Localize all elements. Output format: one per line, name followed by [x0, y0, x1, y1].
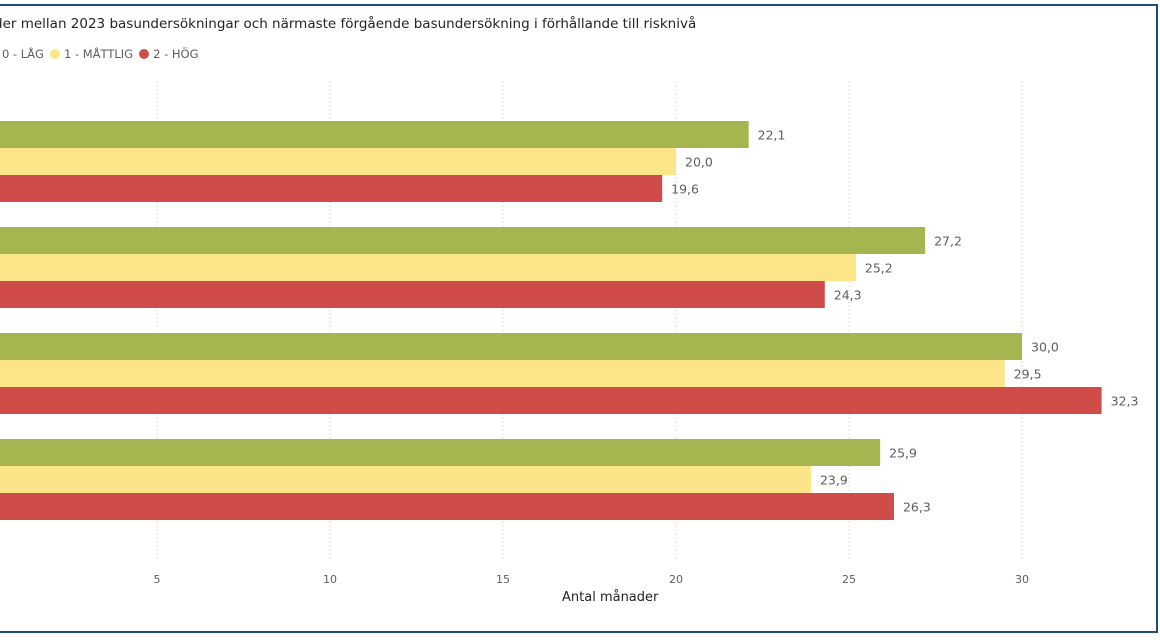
bar-low-2[interactable]	[0, 227, 926, 254]
bar-moderate-1[interactable]	[0, 148, 676, 175]
chart-frame	[0, 4, 1158, 633]
legend-label-moderate: 1 - MÅTTLIG	[63, 47, 134, 61]
legend-dot-high	[139, 49, 150, 59]
data-label: 24,3	[834, 288, 862, 303]
data-label: 27,2	[934, 234, 962, 249]
x-tick-label: 30	[1015, 573, 1029, 586]
bar-high-3[interactable]	[0, 387, 1102, 414]
bar-moderate-3[interactable]	[0, 360, 1005, 387]
data-label: 23,9	[820, 473, 848, 488]
data-label: 25,2	[865, 261, 893, 276]
x-axis-label: Antal månader	[562, 590, 659, 605]
data-label: 22,1	[758, 128, 786, 143]
x-tick-label: 25	[842, 573, 856, 586]
data-label: 19,6	[671, 182, 699, 197]
bar-high-1[interactable]	[0, 175, 663, 202]
bar-low-4[interactable]	[0, 439, 881, 466]
legend-item-high[interactable]: 2 - HÖG	[139, 47, 198, 61]
x-tick-label: 15	[496, 573, 510, 586]
data-label: 20,0	[685, 155, 713, 170]
data-label: 32,3	[1111, 394, 1139, 409]
legend-item-moderate[interactable]: 1 - MÅTTLIG	[49, 47, 134, 61]
bar-moderate-4[interactable]	[0, 466, 811, 493]
legend-label-high: 2 - HÖG	[153, 47, 199, 61]
bar-low-3[interactable]	[0, 333, 1022, 360]
x-tick-label: 10	[323, 573, 337, 586]
data-label: 25,9	[889, 446, 917, 461]
x-tick-label: 5	[154, 573, 161, 586]
data-label: 29,5	[1014, 367, 1042, 382]
legend: 0 - LÅG 1 - MÅTTLIG 2 - HÖG	[0, 47, 204, 61]
bar-high-4[interactable]	[0, 493, 894, 520]
legend-dot-moderate	[49, 49, 60, 59]
bar-moderate-2[interactable]	[0, 254, 856, 281]
x-tick-label: 20	[669, 573, 683, 586]
bar-high-2[interactable]	[0, 281, 825, 308]
legend-item-low[interactable]: 0 - LÅG	[0, 47, 44, 61]
chart-title: der mellan 2023 basundersökningar och nä…	[0, 16, 697, 32]
data-label: 30,0	[1031, 340, 1059, 355]
legend-label-low: 0 - LÅG	[2, 47, 44, 61]
bar-low-1[interactable]	[0, 121, 749, 148]
data-label: 26,3	[903, 500, 931, 515]
